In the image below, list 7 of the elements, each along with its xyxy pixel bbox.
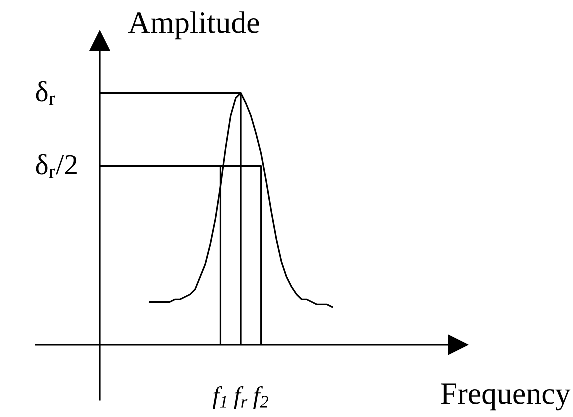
x-tick-label: f$_{1}$: [212, 386, 226, 410]
y-axis-title: Amplitude: [128, 12, 260, 40]
x-tick-label: f$_{r}$: [234, 386, 248, 410]
ref-line-label: δ$_{r}$/2: [36, 154, 77, 178]
x-axis-title: Frequency: [441, 384, 571, 411]
x-tick-label: f$_{2}$: [254, 386, 269, 410]
ref-line-label: δ$_{r}$: [36, 81, 56, 106]
